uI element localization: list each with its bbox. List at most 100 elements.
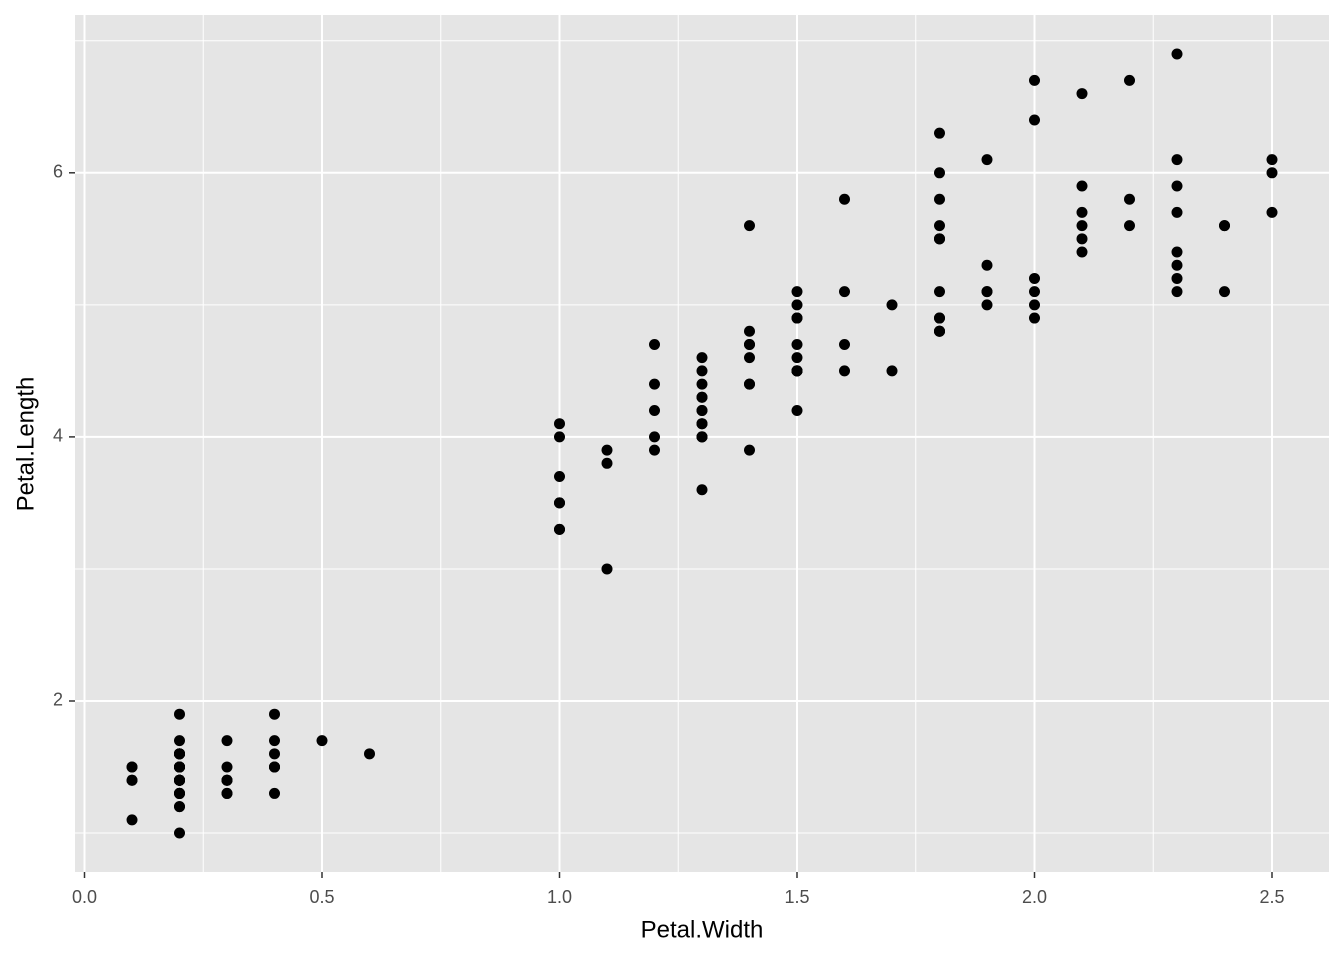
point	[934, 167, 945, 179]
point	[696, 378, 708, 390]
point	[744, 220, 755, 232]
point	[269, 748, 280, 760]
point	[934, 220, 945, 232]
point	[174, 774, 185, 786]
plot-background	[75, 15, 1329, 872]
point	[886, 299, 898, 311]
x-tick-label: 1.0	[547, 887, 572, 907]
point	[174, 827, 185, 839]
point	[791, 338, 803, 350]
point	[934, 286, 945, 298]
point	[1171, 259, 1183, 271]
point	[744, 378, 755, 390]
point	[744, 444, 755, 456]
point	[1266, 206, 1278, 218]
point	[1171, 180, 1183, 192]
point	[1124, 74, 1135, 86]
point	[981, 286, 993, 298]
point	[696, 365, 708, 377]
point	[649, 378, 660, 390]
point	[1266, 154, 1278, 166]
point	[791, 286, 803, 298]
point	[1076, 220, 1088, 232]
point	[1029, 272, 1040, 284]
point	[696, 484, 708, 496]
point	[174, 748, 185, 760]
point	[1171, 206, 1183, 218]
point	[126, 814, 138, 826]
point	[554, 523, 565, 535]
point	[221, 735, 233, 747]
point	[791, 352, 803, 364]
point	[269, 735, 280, 747]
x-tick-label: 1.5	[784, 887, 809, 907]
point	[649, 431, 660, 443]
point	[791, 404, 803, 416]
point	[1029, 312, 1040, 324]
x-tick-label: 0.5	[309, 887, 334, 907]
point	[174, 735, 185, 747]
point	[364, 748, 375, 760]
point	[1171, 272, 1183, 284]
point	[934, 193, 945, 205]
point	[554, 418, 565, 430]
point	[744, 338, 755, 350]
point	[839, 365, 850, 377]
point	[126, 761, 138, 773]
point	[744, 325, 755, 337]
point	[696, 431, 708, 443]
point	[696, 418, 708, 430]
point	[601, 563, 613, 575]
point	[1171, 154, 1183, 166]
point	[791, 312, 803, 324]
point	[839, 286, 850, 298]
point	[554, 431, 565, 443]
point	[934, 325, 945, 337]
point	[221, 774, 233, 786]
point	[696, 352, 708, 364]
point	[269, 761, 280, 773]
point	[126, 774, 138, 786]
point	[981, 259, 993, 271]
point	[174, 708, 185, 720]
x-axis-title: Petal.Width	[641, 916, 764, 943]
point	[221, 761, 233, 773]
point	[649, 404, 660, 416]
point	[696, 391, 708, 403]
y-tick-label: 6	[53, 162, 63, 182]
point	[174, 787, 185, 799]
point	[1076, 88, 1088, 100]
point	[649, 444, 660, 456]
point	[1266, 167, 1278, 179]
point	[1171, 246, 1183, 258]
point	[1029, 74, 1040, 86]
point	[1124, 220, 1135, 232]
point	[1076, 206, 1088, 218]
point	[791, 299, 803, 311]
point	[696, 404, 708, 416]
point	[791, 365, 803, 377]
point	[1171, 48, 1183, 60]
point	[221, 787, 233, 799]
point	[1029, 299, 1040, 311]
x-tick-label: 2.0	[1022, 887, 1047, 907]
point	[981, 154, 993, 166]
y-tick-label: 4	[53, 426, 63, 446]
point	[934, 312, 945, 324]
point	[886, 365, 898, 377]
point	[1029, 286, 1040, 298]
point	[1076, 246, 1088, 258]
x-tick-label: 2.5	[1259, 887, 1284, 907]
point	[269, 708, 280, 720]
point	[744, 352, 755, 364]
point	[1029, 114, 1040, 126]
point	[1076, 180, 1088, 192]
point	[839, 193, 850, 205]
point	[839, 338, 850, 350]
y-axis-title: Petal.Length	[12, 377, 39, 512]
point	[1076, 233, 1088, 245]
x-tick-label: 0.0	[72, 887, 97, 907]
point	[269, 787, 280, 799]
